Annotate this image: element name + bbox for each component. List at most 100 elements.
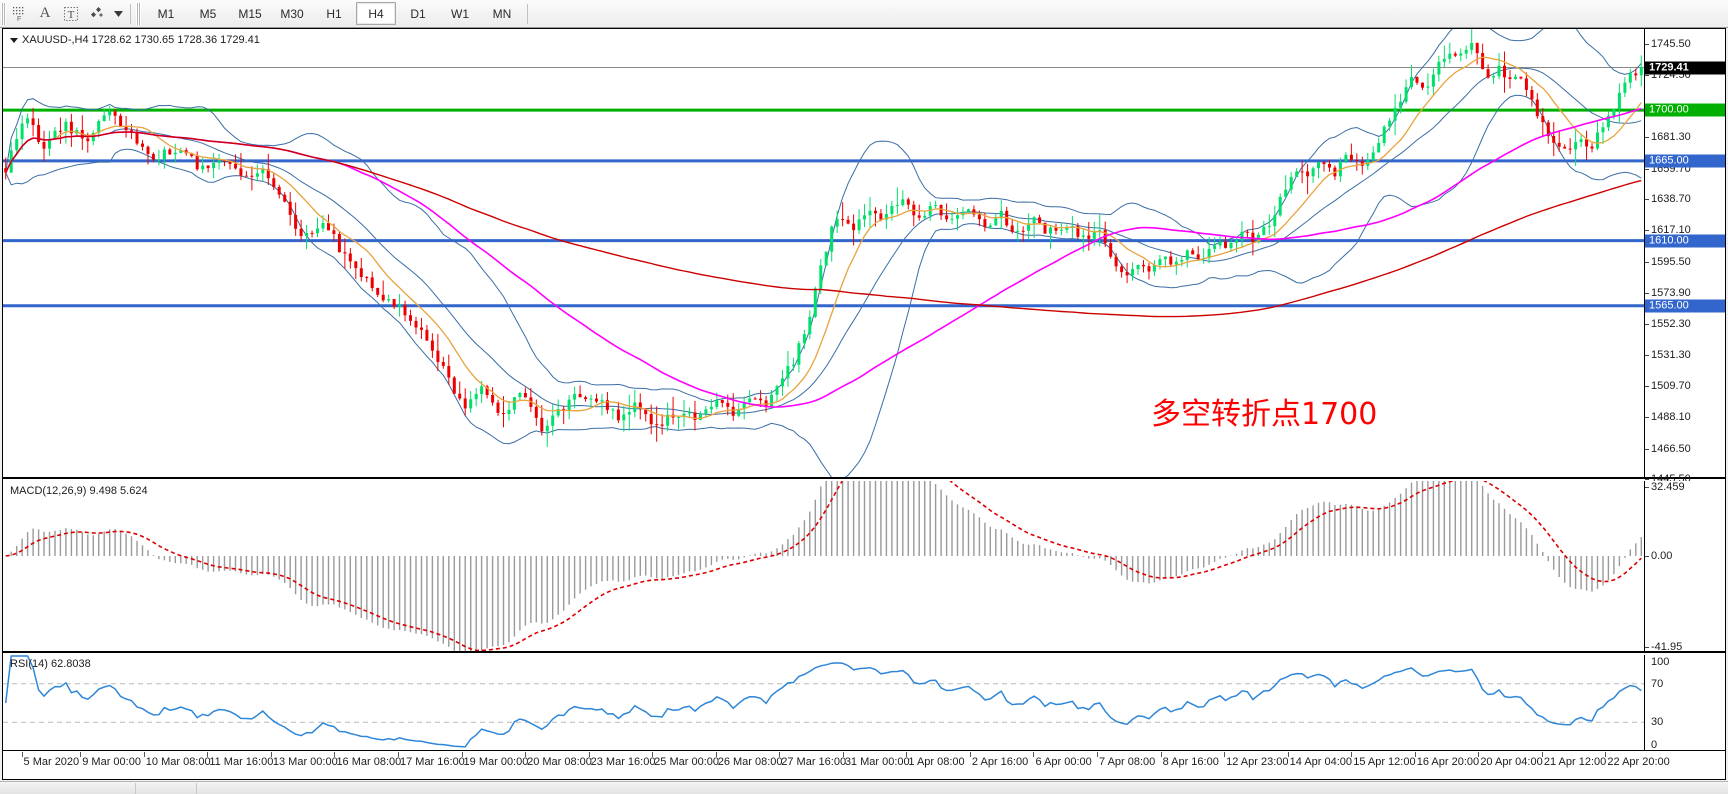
rsi-plot-area[interactable] (3, 655, 1644, 750)
shapes-icon[interactable] (84, 2, 110, 25)
time-tick-label: 23 Mar 16:00 (590, 756, 656, 768)
time-tick-mark (652, 752, 654, 757)
timeframe-h1[interactable]: H1 (326, 6, 342, 21)
time-tick-mark (1541, 752, 1543, 757)
price-tick-mark (1645, 292, 1649, 294)
time-tick-label: 16 Mar 08:00 (336, 756, 402, 768)
toolbar-separator (130, 3, 131, 24)
time-tick-mark (969, 752, 971, 757)
chart-toolbar: F A T M1 M5 M15 M30 H1 (0, 0, 1728, 28)
time-tick-label: 21 Apr 12:00 (1543, 756, 1607, 768)
time-tick-mark (715, 752, 717, 757)
macd-tick-label: -41.95 (1651, 641, 1683, 653)
crosshair-f-icon[interactable]: F (6, 2, 32, 25)
time-tick-label: 6 Apr 00:00 (1035, 756, 1092, 768)
time-tick-mark (525, 752, 527, 757)
hline-price-box[interactable]: 1610.00 (1645, 234, 1725, 248)
status-cell-1 (0, 782, 136, 794)
time-tick-label: 11 Mar 16:00 (209, 756, 274, 768)
macd-header: MACD(12,26,9) 9.498 5.624 (10, 485, 148, 497)
rsi-tick-label: 70 (1651, 677, 1664, 690)
time-tick-mark (906, 752, 908, 757)
time-tick-mark (21, 752, 23, 757)
timeframe-m1[interactable]: M1 (157, 6, 175, 21)
time-axis[interactable]: 5 Mar 2020 9 Mar 00:00 10 Mar 08:00 11 Mar … (3, 752, 1725, 779)
timeframe-m15[interactable]: M15 (238, 6, 262, 21)
chart-annotation-text: 多空转折点1700 (1151, 397, 1378, 432)
price-tick-label: 1745.50 (1651, 38, 1691, 51)
time-tick-label: 19 Mar 00:00 (463, 756, 529, 768)
macd-pane[interactable]: 32.459 0.00 -41.95 MACD(12,26,9) 9.498 5.6… (3, 481, 1725, 653)
time-tick-label: 20 Mar 08:00 (527, 756, 592, 768)
dropdown-arrow-icon[interactable] (110, 2, 126, 25)
chart-menu-caret-icon[interactable] (10, 37, 18, 43)
time-tick-mark (1287, 752, 1289, 757)
price-tick-mark (1645, 448, 1649, 450)
time-tick-mark (461, 752, 463, 757)
time-tick-label: 22 Apr 20:00 (1607, 756, 1670, 768)
time-tick-mark (270, 752, 272, 757)
status-cell-2 (136, 782, 197, 794)
timeframe-h4[interactable]: H4 (356, 2, 396, 25)
time-tick-mark (207, 752, 209, 757)
hline-price-box[interactable]: 1665.00 (1645, 154, 1725, 168)
price-tick-mark (1645, 168, 1649, 170)
symbol-header: XAUUSD-,H4 1728.62 1730.65 1728.36 1729.… (10, 34, 260, 46)
toolbar-separator-2 (527, 3, 528, 24)
price-tick-label: 1681.30 (1651, 131, 1691, 144)
macd-tick-label: 32.459 (1651, 481, 1685, 493)
time-tick-label: 7 Apr 08:00 (1099, 756, 1156, 768)
time-tick-label: 16 Apr 20:00 (1416, 756, 1480, 768)
time-tick-mark (1224, 752, 1226, 757)
timeframe-m5[interactable]: M5 (199, 6, 217, 21)
price-tick-mark (1645, 74, 1649, 76)
time-tick-label: 9 Mar 00:00 (82, 756, 141, 768)
price-pane[interactable]: 1745.50 1724.50 1681.30 1659.70 1638.70 1617.… (3, 29, 1725, 485)
time-tick-mark (1478, 752, 1480, 757)
price-tick-mark (1645, 261, 1649, 263)
time-tick-label: 15 Apr 12:00 (1353, 756, 1416, 768)
svg-text:T: T (68, 9, 75, 21)
time-tick-mark (1033, 752, 1035, 757)
macd-scale: 32.459 0.00 -41.95 (1644, 481, 1725, 653)
hline-price-box[interactable]: 1565.00 (1645, 299, 1725, 313)
macd-tick-mark (1645, 647, 1649, 648)
price-tick-label: 1552.30 (1651, 318, 1691, 331)
text-box-t-icon[interactable]: T (58, 2, 84, 25)
time-tick-label: 10 Mar 08:00 (145, 756, 211, 768)
price-tick-label: 1573.90 (1651, 286, 1691, 299)
time-tick-label: 5 Mar 2020 (23, 756, 80, 768)
price-tick-label: 1595.50 (1651, 255, 1691, 268)
timeframe-w1[interactable]: W1 (451, 6, 469, 21)
price-tick-mark (1645, 479, 1649, 480)
time-tick-mark (1414, 752, 1416, 757)
price-plot-area[interactable] (3, 29, 1644, 477)
rsi-header: RSI(14) 62.8038 (10, 658, 91, 670)
price-tick-mark (1645, 417, 1649, 419)
time-tick-label: 1 Apr 08:00 (908, 756, 965, 768)
timeframe-mn[interactable]: MN (492, 6, 512, 21)
hline-price-box[interactable]: 1700.00 (1645, 103, 1725, 117)
price-tick-label: 1617.10 (1651, 224, 1691, 237)
timeframe-group-grip[interactable] (136, 2, 141, 25)
rsi-chart-svg (3, 655, 1644, 748)
time-tick-mark (779, 752, 781, 757)
time-tick-label: 31 Mar 00:00 (844, 756, 910, 768)
text-label-a-icon[interactable]: A (39, 5, 51, 21)
timeframe-m30[interactable]: M30 (280, 6, 304, 21)
rsi-pane[interactable]: 100 70 30 0 RSI(14) 62.8038 (3, 655, 1725, 751)
price-tick-mark (1645, 44, 1649, 46)
rsi-scale: 100 70 30 0 (1644, 655, 1725, 751)
svg-text:F: F (17, 16, 21, 22)
time-tick-mark (588, 752, 590, 757)
toolbar-grip[interactable] (1, 2, 6, 25)
current-price-box: 1729.41 (1645, 61, 1725, 75)
macd-plot-area[interactable] (3, 481, 1644, 651)
price-tick-label: 1466.50 (1651, 442, 1691, 455)
price-scale[interactable]: 1745.50 1724.50 1681.30 1659.70 1638.70 1617.… (1644, 29, 1725, 485)
time-tick-mark (334, 752, 336, 757)
price-tick-mark (1645, 385, 1649, 387)
chart-container[interactable]: 1745.50 1724.50 1681.30 1659.70 1638.70 1617.… (2, 28, 1726, 780)
timeframe-d1[interactable]: D1 (410, 6, 426, 21)
